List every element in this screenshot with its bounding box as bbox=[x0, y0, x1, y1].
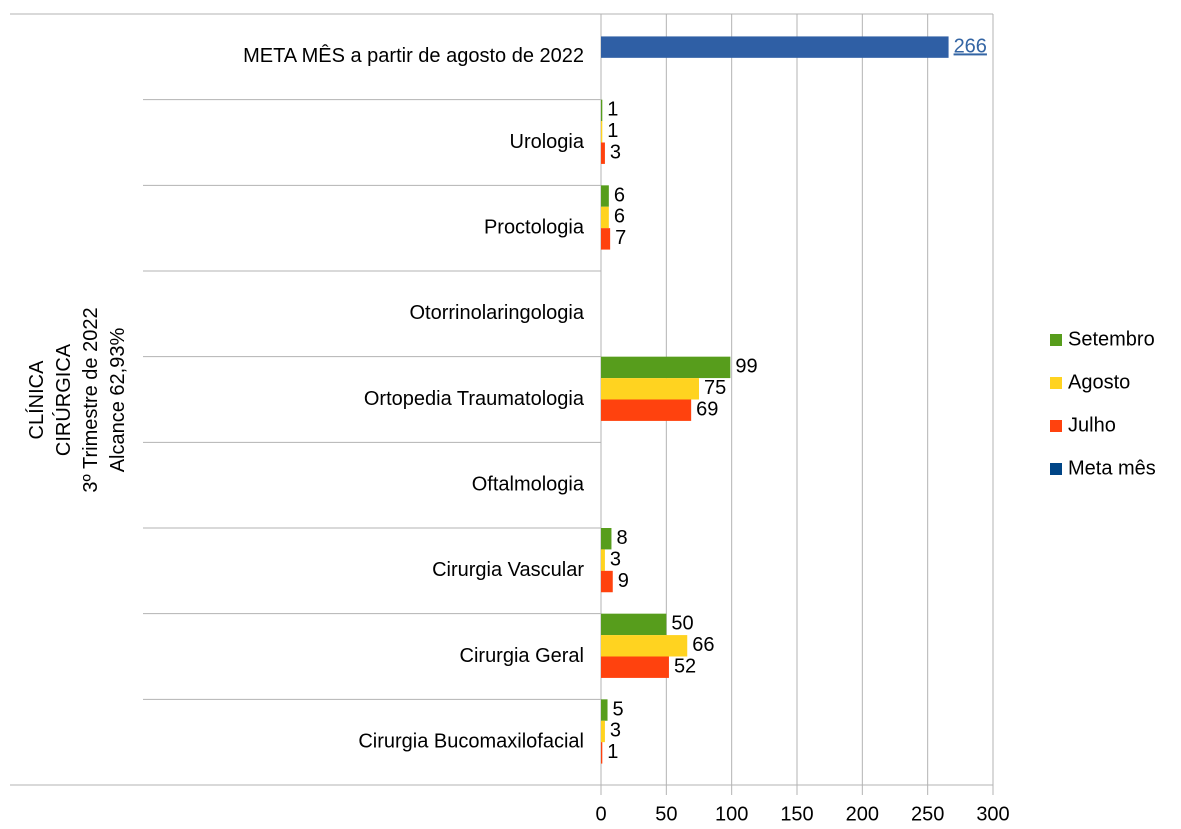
data-label: 6 bbox=[614, 184, 625, 206]
bar bbox=[601, 528, 612, 550]
y-tick-label: Oftalmologia bbox=[472, 473, 585, 495]
bar bbox=[601, 549, 605, 571]
y-tick-label: META MÊS a partir de agosto de 2022 bbox=[243, 44, 584, 67]
bar bbox=[601, 142, 605, 164]
x-tick-label: 50 bbox=[655, 803, 677, 825]
y-tick-label: Cirurgia Bucomaxilofacial bbox=[358, 730, 584, 752]
bar bbox=[601, 36, 949, 58]
legend-label: Julho bbox=[1068, 414, 1116, 436]
data-label: 1 bbox=[607, 120, 618, 142]
data-label: 266 bbox=[954, 35, 987, 57]
y-axis-title: Alcance 62,93% bbox=[107, 328, 129, 473]
legend-label: Meta mês bbox=[1068, 457, 1156, 479]
x-tick-label: 0 bbox=[595, 803, 606, 825]
y-tick-label: Cirurgia Vascular bbox=[432, 559, 584, 581]
data-label: 9 bbox=[618, 570, 629, 592]
x-tick-label: 100 bbox=[715, 803, 748, 825]
bar bbox=[601, 206, 609, 229]
data-label: 50 bbox=[671, 613, 693, 635]
data-label: 69 bbox=[696, 398, 718, 420]
bar bbox=[601, 185, 609, 207]
y-tick-label: Otorrinolaringologia bbox=[409, 302, 584, 324]
bar bbox=[601, 399, 692, 421]
bar bbox=[601, 613, 667, 636]
y-axis-title: 3º Trimestre de 2022 bbox=[80, 307, 102, 492]
bar bbox=[601, 99, 603, 122]
data-label: 7 bbox=[615, 227, 626, 249]
y-tick-label: Proctologia bbox=[484, 216, 585, 238]
data-label: 3 bbox=[610, 141, 621, 163]
y-axis-title: CLÍNICA bbox=[25, 360, 48, 440]
legend-label: Setembro bbox=[1068, 328, 1155, 350]
legend-swatch bbox=[1050, 420, 1062, 432]
legend-swatch bbox=[1050, 377, 1062, 389]
bar bbox=[601, 635, 688, 657]
bar bbox=[601, 121, 603, 143]
x-tick-label: 250 bbox=[911, 803, 944, 825]
x-tick-label: 300 bbox=[976, 803, 1009, 825]
legend-swatch bbox=[1050, 463, 1062, 475]
data-label: 66 bbox=[692, 634, 714, 656]
y-tick-label: Cirurgia Geral bbox=[460, 645, 584, 667]
bar bbox=[601, 356, 731, 379]
x-tick-label: 200 bbox=[846, 803, 879, 825]
data-label: 1 bbox=[607, 741, 618, 763]
bar bbox=[601, 228, 611, 250]
y-tick-label: Ortopedia Traumatologia bbox=[364, 388, 585, 410]
data-label: 52 bbox=[674, 655, 696, 677]
x-tick-label: 150 bbox=[780, 803, 813, 825]
data-label: 6 bbox=[614, 206, 625, 228]
bar bbox=[601, 742, 603, 764]
y-tick-label: Urologia bbox=[510, 131, 585, 153]
data-label: 99 bbox=[735, 356, 757, 378]
data-label: 5 bbox=[613, 698, 624, 720]
legend-swatch bbox=[1050, 334, 1062, 346]
data-label: 3 bbox=[610, 548, 621, 570]
y-axis-title: CIRÚRGICA bbox=[52, 343, 75, 456]
bar bbox=[601, 699, 608, 721]
bar bbox=[601, 656, 669, 678]
data-label: 1 bbox=[607, 99, 618, 121]
bar bbox=[601, 378, 699, 400]
bar bbox=[601, 720, 605, 743]
data-label: 8 bbox=[616, 527, 627, 549]
data-label: 3 bbox=[610, 720, 621, 742]
bar bbox=[601, 570, 613, 593]
data-label: 75 bbox=[704, 377, 726, 399]
legend-label: Agosto bbox=[1068, 371, 1130, 393]
